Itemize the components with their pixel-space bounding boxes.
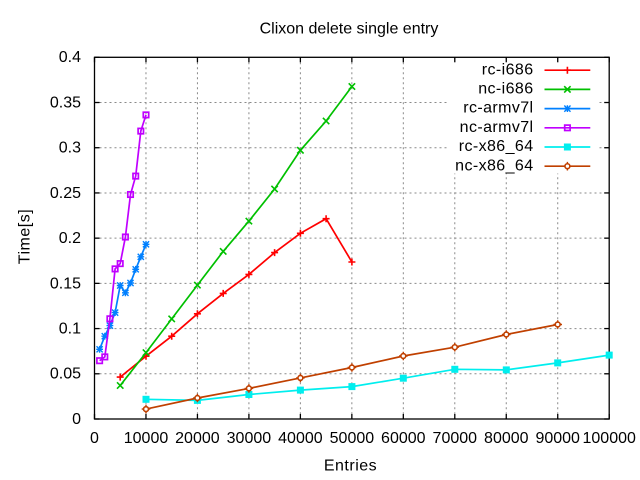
svg-text:0.15: 0.15	[50, 275, 81, 292]
svg-text:10000: 10000	[124, 430, 169, 447]
svg-text:0.35: 0.35	[50, 94, 81, 111]
svg-text:Time[s]: Time[s]	[17, 209, 34, 264]
svg-text:70000: 70000	[433, 430, 478, 447]
svg-text:0: 0	[90, 430, 99, 447]
svg-text:rc-x86_64: rc-x86_64	[459, 138, 534, 155]
svg-text:60000: 60000	[381, 430, 426, 447]
svg-text:90000: 90000	[535, 430, 580, 447]
svg-text:nc-i686: nc-i686	[478, 81, 533, 98]
svg-text:0.3: 0.3	[59, 140, 81, 157]
svg-text:0.2: 0.2	[59, 230, 81, 247]
svg-text:0.1: 0.1	[59, 321, 81, 338]
svg-text:nc-armv7l: nc-armv7l	[460, 119, 534, 136]
svg-text:0.25: 0.25	[50, 185, 81, 202]
svg-text:0.4: 0.4	[59, 49, 81, 66]
svg-text:rc-armv7l: rc-armv7l	[463, 100, 533, 117]
svg-text:nc-x86_64: nc-x86_64	[455, 157, 533, 174]
svg-text:rc-i686: rc-i686	[482, 61, 534, 78]
svg-text:Clixon delete single entry: Clixon delete single entry	[260, 21, 439, 38]
svg-text:40000: 40000	[278, 430, 323, 447]
svg-text:0.05: 0.05	[50, 366, 81, 383]
svg-text:80000: 80000	[484, 430, 529, 447]
svg-text:Entries: Entries	[324, 458, 377, 475]
svg-text:30000: 30000	[227, 430, 272, 447]
svg-text:0: 0	[72, 411, 81, 428]
svg-text:20000: 20000	[175, 430, 220, 447]
svg-text:50000: 50000	[330, 430, 375, 447]
svg-text:100000: 100000	[583, 430, 636, 447]
